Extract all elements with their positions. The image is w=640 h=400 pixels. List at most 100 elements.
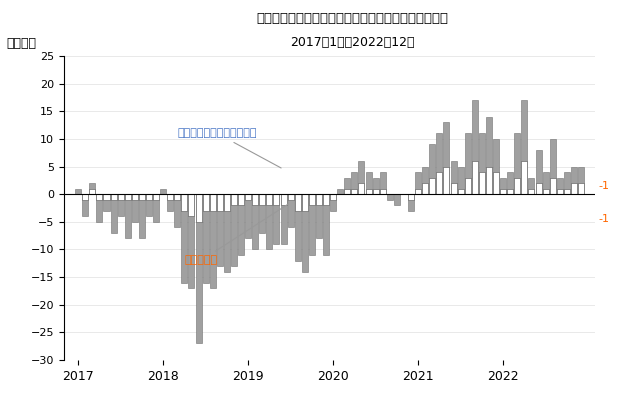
- Bar: [196, 194, 202, 344]
- Bar: [231, 194, 237, 266]
- Bar: [529, 178, 534, 194]
- Bar: [486, 117, 492, 194]
- Bar: [181, 194, 188, 211]
- Bar: [316, 194, 322, 238]
- Bar: [550, 139, 556, 194]
- Bar: [132, 194, 138, 222]
- Bar: [479, 172, 485, 194]
- Bar: [217, 194, 223, 266]
- Bar: [252, 194, 259, 205]
- Bar: [273, 194, 280, 205]
- Bar: [287, 194, 294, 200]
- Bar: [97, 194, 102, 222]
- Bar: [90, 183, 95, 194]
- Bar: [358, 161, 365, 194]
- Bar: [479, 133, 485, 194]
- Bar: [82, 194, 88, 200]
- Bar: [125, 194, 131, 238]
- Bar: [266, 194, 273, 250]
- Bar: [351, 189, 357, 194]
- Bar: [174, 194, 180, 200]
- Bar: [104, 194, 109, 200]
- Bar: [210, 194, 216, 211]
- Bar: [486, 166, 492, 194]
- Bar: [210, 194, 216, 288]
- Bar: [139, 194, 145, 238]
- Bar: [451, 161, 456, 194]
- Bar: [543, 172, 548, 194]
- Bar: [309, 194, 315, 205]
- Bar: [111, 194, 116, 233]
- Bar: [444, 122, 449, 194]
- Bar: [507, 172, 513, 194]
- Y-axis label: （万人）: （万人）: [6, 37, 36, 50]
- Bar: [323, 194, 329, 255]
- Bar: [217, 194, 223, 211]
- Bar: [118, 194, 124, 216]
- Bar: [578, 166, 584, 194]
- Bar: [188, 194, 195, 216]
- Bar: [429, 178, 435, 194]
- Text: -1: -1: [599, 181, 610, 191]
- Bar: [330, 194, 336, 200]
- Bar: [515, 133, 520, 194]
- Bar: [387, 194, 393, 200]
- Bar: [415, 189, 421, 194]
- Bar: [500, 189, 506, 194]
- Bar: [557, 189, 563, 194]
- Bar: [330, 194, 336, 211]
- Bar: [238, 194, 244, 205]
- Bar: [436, 133, 442, 194]
- Bar: [203, 194, 209, 283]
- Bar: [167, 194, 173, 211]
- Bar: [90, 189, 95, 194]
- Bar: [408, 194, 414, 200]
- Bar: [146, 194, 152, 216]
- Text: 求職理由別完全失業者数（原数値・対前年同月増減）: 求職理由別完全失業者数（原数値・対前年同月増減）: [256, 12, 448, 25]
- Bar: [380, 172, 386, 194]
- Bar: [500, 178, 506, 194]
- Bar: [451, 183, 456, 194]
- Bar: [436, 172, 442, 194]
- Bar: [408, 194, 414, 211]
- Bar: [146, 194, 152, 200]
- Bar: [316, 194, 322, 205]
- Bar: [294, 194, 301, 260]
- Bar: [139, 194, 145, 200]
- Bar: [422, 166, 428, 194]
- Bar: [188, 194, 195, 288]
- Bar: [358, 183, 365, 194]
- Bar: [224, 194, 230, 272]
- Bar: [465, 178, 471, 194]
- Bar: [224, 194, 230, 211]
- Bar: [238, 194, 244, 255]
- Bar: [493, 172, 499, 194]
- Bar: [337, 189, 343, 194]
- Bar: [118, 194, 124, 200]
- Bar: [245, 194, 251, 200]
- Bar: [429, 144, 435, 194]
- Bar: [536, 183, 541, 194]
- Bar: [153, 194, 159, 200]
- Bar: [203, 194, 209, 211]
- Bar: [458, 166, 463, 194]
- Bar: [132, 194, 138, 200]
- Bar: [97, 194, 102, 200]
- Bar: [231, 194, 237, 205]
- Bar: [266, 194, 273, 205]
- Bar: [302, 194, 308, 272]
- Bar: [259, 194, 266, 205]
- Bar: [160, 189, 166, 194]
- Bar: [543, 189, 548, 194]
- Bar: [351, 172, 357, 194]
- Bar: [344, 189, 350, 194]
- Bar: [280, 194, 287, 244]
- Bar: [280, 194, 287, 205]
- Bar: [153, 194, 159, 222]
- Bar: [287, 194, 294, 227]
- Bar: [302, 194, 308, 211]
- Bar: [82, 194, 88, 216]
- Text: -1: -1: [599, 214, 610, 224]
- Bar: [557, 178, 563, 194]
- Bar: [259, 194, 266, 233]
